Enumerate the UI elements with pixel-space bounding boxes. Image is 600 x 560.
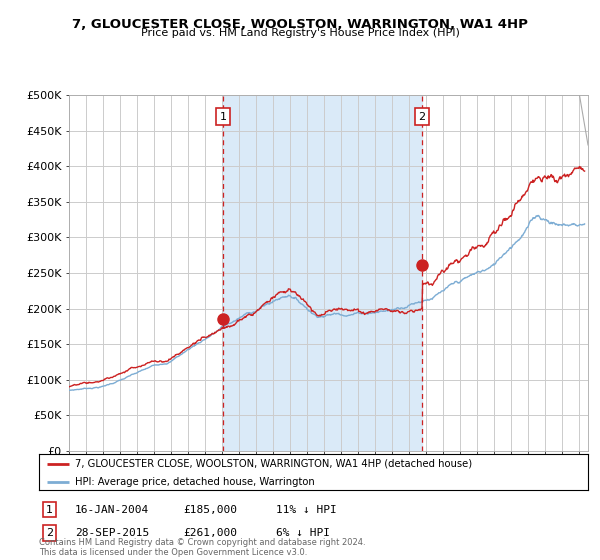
Text: Contains HM Land Registry data © Crown copyright and database right 2024.
This d: Contains HM Land Registry data © Crown c… xyxy=(39,538,365,557)
Text: 7, GLOUCESTER CLOSE, WOOLSTON, WARRINGTON, WA1 4HP: 7, GLOUCESTER CLOSE, WOOLSTON, WARRINGTO… xyxy=(72,18,528,31)
Text: 16-JAN-2004: 16-JAN-2004 xyxy=(75,505,149,515)
Text: 28-SEP-2015: 28-SEP-2015 xyxy=(75,528,149,538)
Text: HPI: Average price, detached house, Warrington: HPI: Average price, detached house, Warr… xyxy=(74,477,314,487)
Text: Price paid vs. HM Land Registry's House Price Index (HPI): Price paid vs. HM Land Registry's House … xyxy=(140,28,460,38)
Text: 1: 1 xyxy=(46,505,53,515)
Bar xyxy=(223,95,422,451)
Text: 1: 1 xyxy=(220,111,226,122)
Text: £261,000: £261,000 xyxy=(183,528,237,538)
Text: 2: 2 xyxy=(419,111,425,122)
Text: 7, GLOUCESTER CLOSE, WOOLSTON, WARRINGTON, WA1 4HP (detached house): 7, GLOUCESTER CLOSE, WOOLSTON, WARRINGTO… xyxy=(74,459,472,469)
Text: 6% ↓ HPI: 6% ↓ HPI xyxy=(276,528,330,538)
Text: £185,000: £185,000 xyxy=(183,505,237,515)
Text: 11% ↓ HPI: 11% ↓ HPI xyxy=(276,505,337,515)
Text: 2: 2 xyxy=(46,528,53,538)
